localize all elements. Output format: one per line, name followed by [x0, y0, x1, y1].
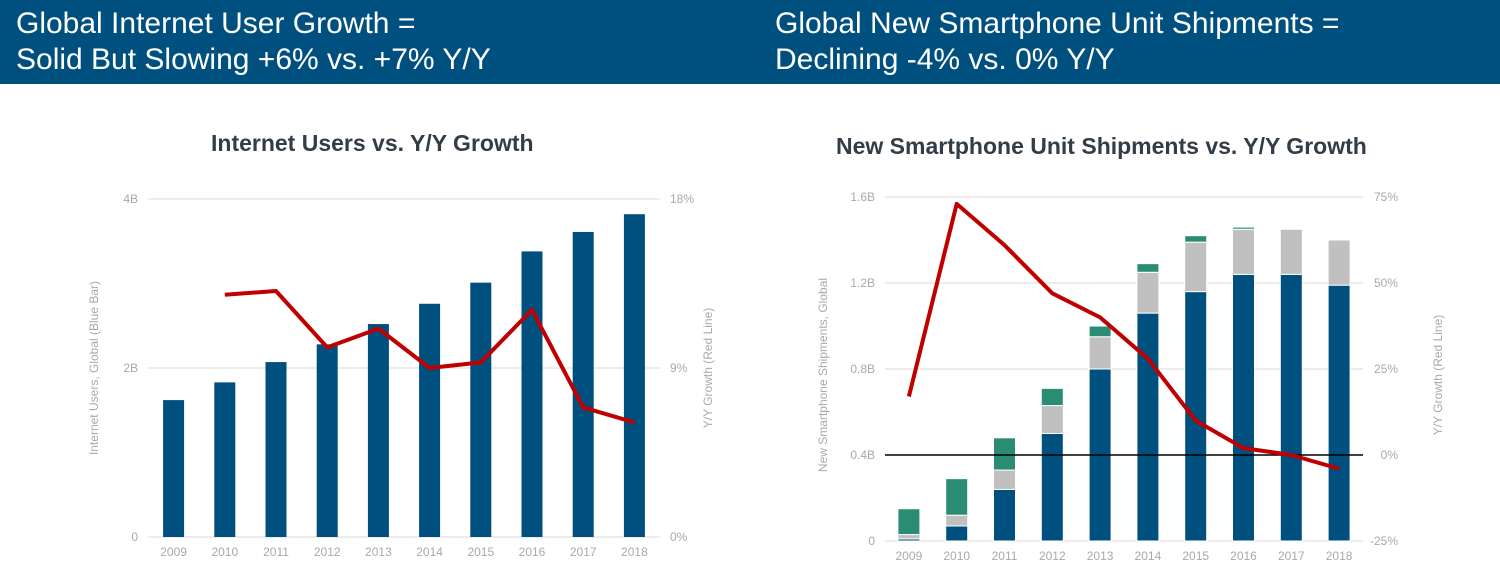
bar-segment-gray	[1184, 241, 1208, 293]
bar-segment-blue	[1279, 273, 1303, 542]
x-tick-label: 2012	[1039, 549, 1066, 563]
bar-segment-green	[945, 478, 969, 516]
chart2-title: New Smartphone Unit Shipments vs. Y/Y Gr…	[836, 133, 1367, 159]
y-axis-label: New Smartphone Shipments, Global	[816, 278, 830, 472]
bar	[265, 362, 287, 537]
x-tick-label: 2011	[992, 549, 1018, 563]
x-tick-label: 2016	[1230, 549, 1257, 563]
y2-tick-label: 50%	[1374, 276, 1398, 290]
right-headline: Global New Smartphone Unit Shipments = D…	[775, 6, 1339, 78]
x-tick-label: 2009	[160, 545, 187, 559]
bar-segment-gray	[1088, 336, 1112, 370]
internet-users-chart: 0 2B 4B 0% 9% 18% 2009 2010 2011 2012 2013 2014 2015…	[87, 192, 715, 559]
right-headline-line2: Declining -4% vs. 0% Y/Y	[775, 43, 1115, 76]
bar-segment-blue	[1136, 312, 1160, 542]
y-tick-label: 0	[131, 530, 138, 544]
bar-segment-gray	[993, 469, 1016, 490]
y2-axis-label: Y/Y Growth (Red Line)	[1431, 315, 1445, 436]
x-tick-label: 2010	[943, 549, 970, 563]
bar	[572, 231, 594, 537]
bar-segment-gray	[1327, 239, 1351, 286]
bar-segment-green	[1136, 263, 1160, 273]
x-tick-label: 2017	[1278, 549, 1305, 563]
y2-tick-label: 18%	[670, 192, 694, 206]
y2-tick-label: 0%	[1381, 448, 1399, 462]
bar-segment-gray	[1279, 228, 1303, 275]
bar	[316, 344, 338, 537]
bar	[367, 324, 389, 537]
y2-axis-label: Y/Y Growth (Red Line)	[701, 308, 715, 429]
y-tick-label: 1.2B	[850, 276, 875, 290]
bar-segment-green	[1232, 226, 1255, 230]
x-tick-label: 2011	[263, 545, 289, 559]
left-headline: Global Internet User Growth = Solid But …	[16, 6, 491, 78]
bar-segment-green	[993, 437, 1016, 471]
x-tick-label: 2012	[314, 545, 341, 559]
left-headline-line1: Global Internet User Growth =	[16, 7, 416, 40]
y2-tick-label: 9%	[670, 361, 688, 375]
bar-segment-gray	[1136, 271, 1160, 314]
y2-tick-label: 25%	[1374, 362, 1398, 376]
bar-segment-green	[1040, 387, 1064, 407]
bar-segment-green	[1184, 235, 1208, 243]
bar-segment-gray	[897, 534, 921, 540]
x-tick-label: 2014	[1135, 549, 1162, 563]
x-tick-label: 2018	[621, 545, 648, 559]
bar-segment-blue	[1327, 284, 1351, 542]
x-tick-label: 2013	[1087, 549, 1114, 563]
y-axis-label: Internet Users, Global (Blue Bar)	[87, 281, 101, 455]
x-tick-label: 2018	[1326, 549, 1353, 563]
growth-line	[224, 289, 635, 425]
y2-tick-label: 75%	[1374, 190, 1398, 204]
growth-line	[906, 201, 1340, 471]
y-tick-label: 1.6B	[850, 190, 875, 204]
bar	[163, 400, 185, 537]
x-tick-label: 2017	[570, 545, 597, 559]
bar-segment-gray	[945, 514, 969, 527]
header-banner	[0, 0, 1500, 84]
x-tick-label: 2009	[896, 549, 923, 563]
chart1-title: Internet Users vs. Y/Y Growth	[211, 130, 534, 156]
bar-segment-blue	[945, 525, 969, 542]
y2-tick-label: -25%	[1370, 534, 1398, 548]
bar-segment-gray	[1232, 228, 1255, 275]
bar	[214, 382, 236, 537]
x-tick-label: 2010	[211, 545, 238, 559]
y-tick-label: 0	[868, 534, 875, 548]
bar-segment-blue	[1184, 291, 1208, 542]
y-tick-label: 2B	[123, 361, 138, 375]
y-tick-label: 0.8B	[850, 362, 875, 376]
bar-segment-green	[1088, 325, 1112, 338]
right-headline-line1: Global New Smartphone Unit Shipments =	[775, 7, 1340, 40]
bar-segment-green	[897, 508, 921, 536]
bar-segment-blue	[1232, 273, 1255, 542]
left-headline-line2: Solid But Slowing +6% vs. +7% Y/Y	[16, 43, 491, 76]
bar-segment-gray	[1040, 405, 1064, 434]
x-tick-label: 2015	[467, 545, 494, 559]
bar-segment-blue	[993, 488, 1016, 542]
y-tick-label: 4B	[123, 192, 138, 206]
bar	[470, 282, 492, 537]
y-tick-label: 0.4B	[850, 448, 875, 462]
x-tick-label: 2014	[416, 545, 443, 559]
x-tick-label: 2015	[1182, 549, 1209, 563]
x-tick-label: 2013	[365, 545, 392, 559]
bar	[623, 214, 645, 537]
x-tick-label: 2016	[519, 545, 546, 559]
y2-tick-label: 0%	[670, 530, 688, 544]
bar-segment-blue	[1040, 433, 1064, 542]
